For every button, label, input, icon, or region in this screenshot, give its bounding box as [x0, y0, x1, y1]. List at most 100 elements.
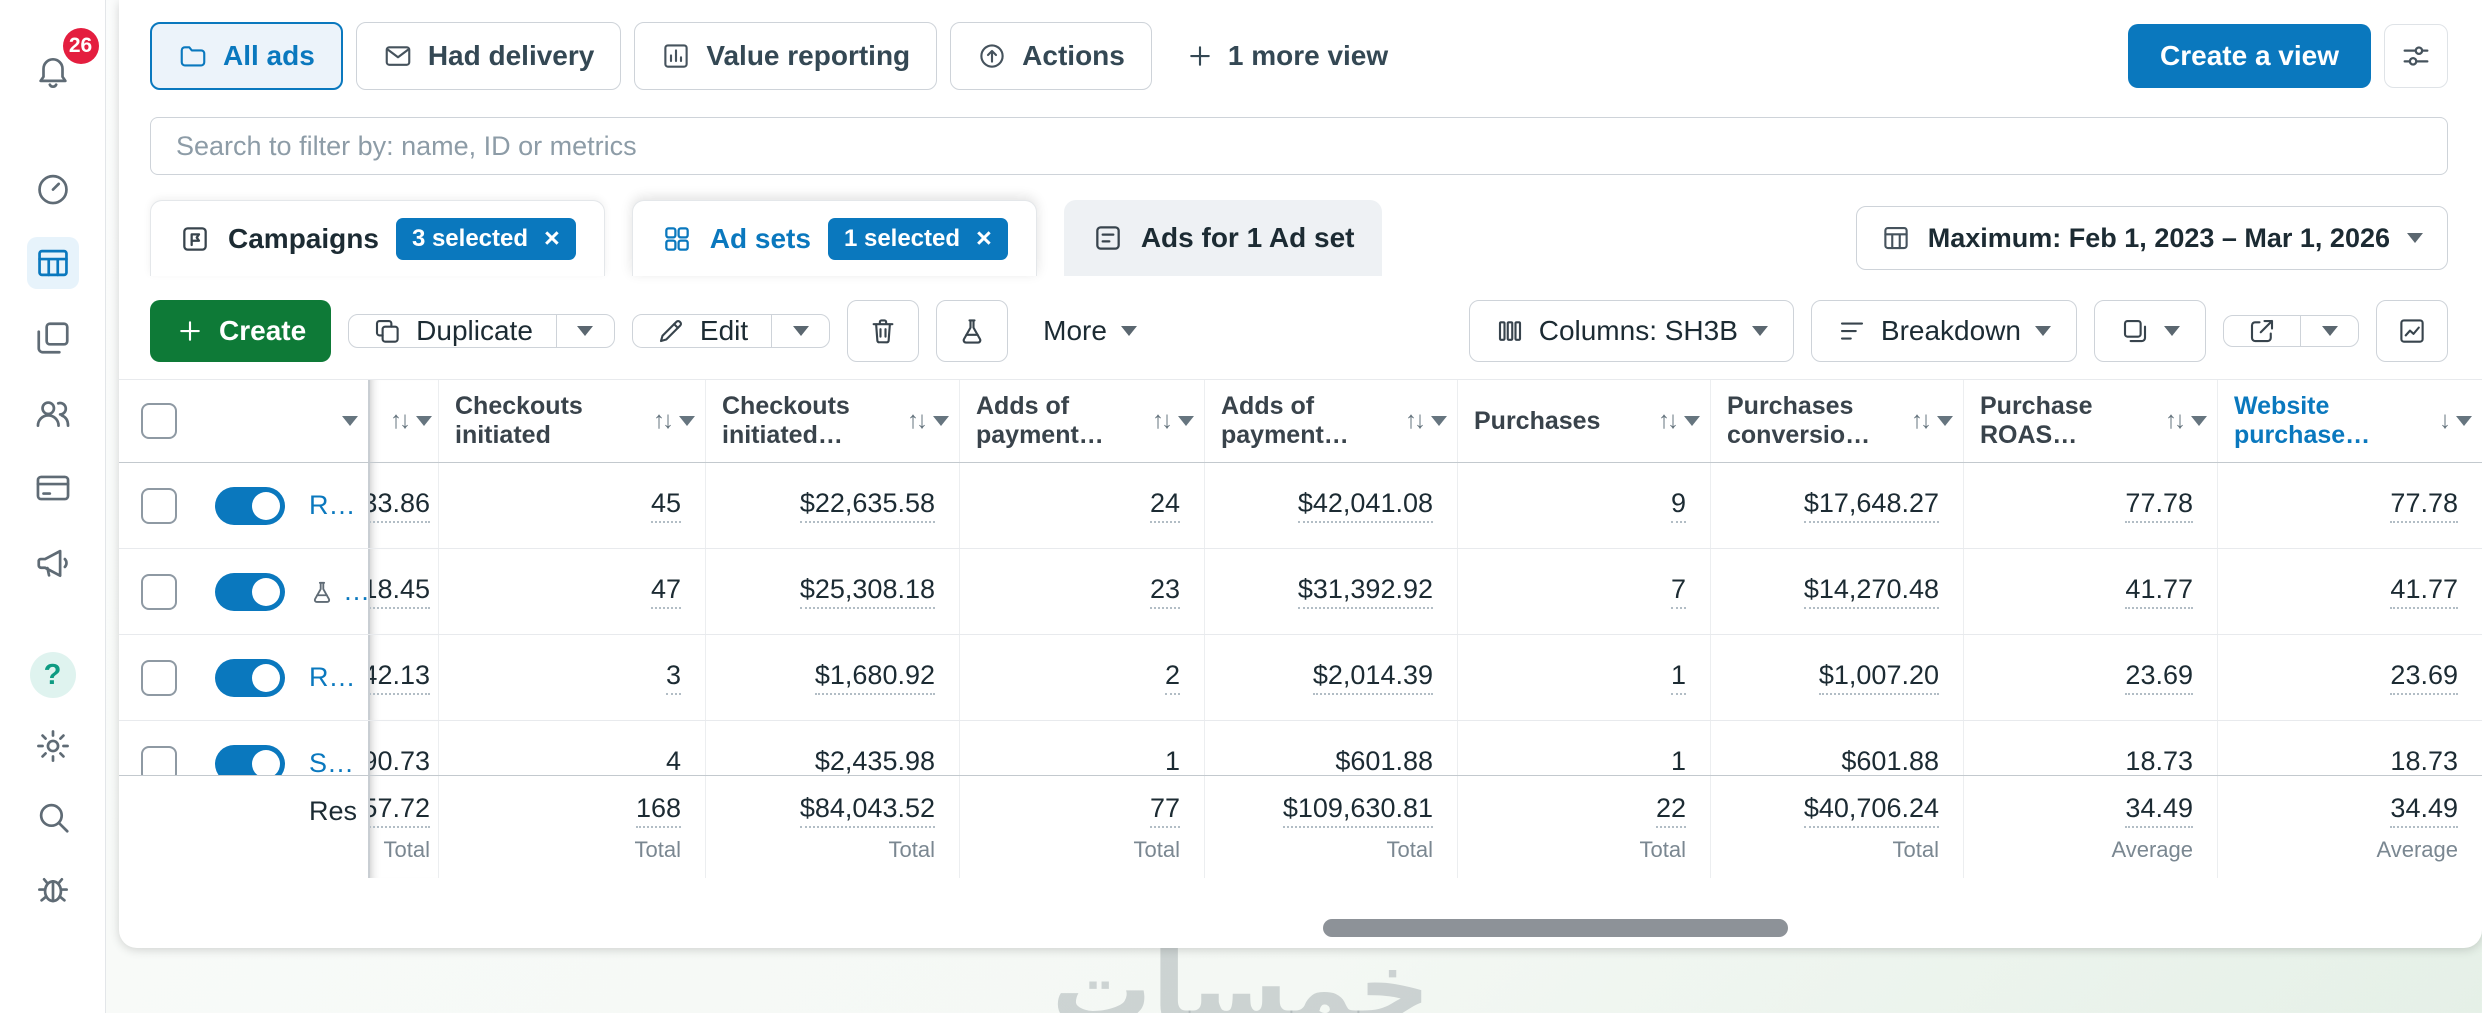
row-checkbox[interactable]	[141, 573, 177, 610]
cell-value[interactable]: 42.13	[370, 660, 430, 695]
cell-value[interactable]: 33.86	[370, 488, 430, 523]
header-clipped-metric[interactable]: ↑↓	[368, 380, 438, 462]
cell-value[interactable]: 18.45	[370, 574, 430, 609]
breakdown-button[interactable]: Breakdown	[1810, 300, 2077, 362]
total-value[interactable]: 34.49	[2390, 793, 2458, 828]
sidebar-item-search[interactable]	[27, 791, 79, 843]
sidebar-item-pages[interactable]	[27, 312, 79, 364]
cell-value[interactable]: $25,308.18	[799, 574, 935, 609]
cell-value[interactable]: 23	[1149, 574, 1180, 609]
ad-set-name-link[interactable]: R…	[309, 490, 356, 520]
search-filter-input[interactable]	[150, 117, 2448, 175]
header-adds-of-payment[interactable]: Adds of payment… ↑↓	[959, 380, 1204, 462]
cell-value[interactable]: 24	[1149, 488, 1180, 523]
cell-value[interactable]: 1	[1670, 660, 1686, 695]
sidebar-item-overview[interactable]	[27, 162, 79, 214]
total-value[interactable]: $109,630.81	[1282, 793, 1433, 828]
view-tab-all-ads[interactable]: All ads	[150, 22, 343, 90]
ad-set-status-toggle[interactable]	[215, 486, 285, 525]
sidebar-item-help[interactable]: ?	[27, 649, 79, 701]
total-value[interactable]: 34.49	[2125, 793, 2193, 828]
sidebar-item-audiences[interactable]	[27, 387, 79, 439]
notifications-button[interactable]: 26	[27, 28, 99, 98]
view-charts-button[interactable]	[2376, 300, 2448, 362]
delete-button[interactable]	[847, 300, 920, 362]
header-purchases[interactable]: Purchases ↑↓	[1457, 380, 1710, 462]
cell-value[interactable]: 7	[1670, 574, 1686, 609]
tab-campaigns[interactable]: Campaigns 3 selected ×	[150, 200, 605, 276]
cell-value[interactable]: 23.69	[2125, 660, 2193, 695]
clear-ad-sets-selection-icon[interactable]: ×	[976, 223, 992, 253]
reports-button[interactable]	[2094, 300, 2206, 362]
total-value[interactable]: 22	[1655, 793, 1686, 828]
cell-value[interactable]: $22,635.58	[799, 488, 935, 523]
total-value[interactable]: 77	[1149, 793, 1180, 828]
cell-value[interactable]: 77.78	[2125, 488, 2193, 523]
ad-set-name-link[interactable]: R…	[309, 662, 356, 692]
cell-value[interactable]: 41.77	[2125, 574, 2193, 609]
cell-value[interactable]: 77.78	[2390, 488, 2458, 523]
cell-value[interactable]: $14,270.48	[1803, 574, 1939, 609]
create-a-view-button[interactable]: Create a view	[2128, 24, 2371, 88]
export-button[interactable]	[2224, 316, 2300, 346]
view-tab-had-delivery[interactable]: Had delivery	[355, 22, 622, 90]
cell-value[interactable]: 9	[1670, 488, 1686, 523]
total-value[interactable]: $84,043.52	[799, 793, 935, 828]
ab-test-button[interactable]	[936, 300, 1009, 362]
horizontal-scrollbar-thumb[interactable]	[1323, 919, 1788, 937]
ad-set-name-link[interactable]: S…	[309, 748, 355, 778]
cell-value[interactable]: 47	[650, 574, 681, 609]
view-tab-actions[interactable]: Actions	[950, 22, 1152, 90]
cell-value[interactable]: $1,007.20	[1818, 660, 1939, 695]
edit-dropdown-button[interactable]	[771, 315, 829, 347]
export-dropdown-button[interactable]	[2300, 316, 2358, 346]
date-range-picker[interactable]: Maximum: Feb 1, 2023 – Mar 1, 2026	[1855, 206, 2448, 270]
cell-value[interactable]: $1,680.92	[814, 660, 935, 695]
row-checkbox[interactable]	[141, 659, 177, 696]
cell-value[interactable]: 90.73	[370, 746, 430, 781]
header-purchase-roas[interactable]: Purchase ROAS… ↑↓	[1963, 380, 2217, 462]
cell-value[interactable]: $2,435.98	[814, 746, 935, 781]
tab-ads[interactable]: Ads for 1 Ad set	[1063, 200, 1383, 276]
header-purchases-conversion[interactable]: Purchases conversio… ↑↓	[1710, 380, 1963, 462]
total-value[interactable]: 168	[635, 793, 681, 828]
cell-value[interactable]: 23.69	[2390, 660, 2458, 695]
header-name-cell[interactable]	[299, 380, 368, 462]
more-button[interactable]: More	[1025, 300, 1155, 362]
ad-set-status-toggle[interactable]	[215, 572, 285, 611]
sidebar-item-billing[interactable]	[27, 462, 79, 514]
row-checkbox[interactable]	[141, 487, 177, 524]
header-checkouts-initiated[interactable]: Checkouts initiated ↑↓	[438, 380, 705, 462]
view-settings-button[interactable]	[2384, 24, 2448, 88]
cell-value[interactable]: 2	[1164, 660, 1180, 695]
create-button[interactable]: Create	[150, 300, 332, 362]
cell-value[interactable]: 3	[665, 660, 681, 695]
sidebar-item-campaigns[interactable]	[26, 237, 79, 289]
cell-value[interactable]: $601.88	[1335, 746, 1433, 781]
sidebar-item-report-bug[interactable]	[27, 862, 79, 914]
ad-set-status-toggle[interactable]	[215, 658, 285, 697]
header-adds-of-payment-value[interactable]: Adds of payment… ↑↓	[1204, 380, 1457, 462]
total-value[interactable]: 57.72	[370, 793, 430, 828]
duplicate-dropdown-button[interactable]	[555, 315, 614, 347]
cell-value[interactable]: 41.77	[2390, 574, 2458, 609]
ad-set-name-link[interactable]: …	[299, 576, 368, 607]
cell-value[interactable]: $42,041.08	[1297, 488, 1433, 523]
cell-value[interactable]: $17,648.27	[1803, 488, 1939, 523]
total-value[interactable]: $40,706.24	[1803, 793, 1939, 828]
cell-value[interactable]: $2,014.39	[1312, 660, 1433, 695]
cell-value[interactable]: $31,392.92	[1297, 574, 1433, 609]
columns-button[interactable]: Columns: SH3B	[1468, 300, 1794, 362]
cell-value[interactable]: 45	[650, 488, 681, 523]
select-all-checkbox[interactable]	[141, 403, 177, 439]
tab-ad-sets[interactable]: Ad sets 1 selected ×	[631, 200, 1037, 276]
header-website-purchase[interactable]: Website purchase… ↓	[2217, 380, 2482, 462]
clear-campaigns-selection-icon[interactable]: ×	[544, 223, 560, 253]
view-tab-value-reporting[interactable]: Value reporting	[634, 22, 938, 90]
sidebar-item-promote[interactable]	[27, 537, 79, 589]
more-views-button[interactable]: 1 more view	[1165, 22, 1408, 90]
duplicate-button[interactable]: Duplicate	[349, 315, 556, 347]
header-checkouts-initiated-value[interactable]: Checkouts initiated… ↑↓	[705, 380, 959, 462]
edit-button[interactable]: Edit	[633, 315, 771, 347]
sidebar-item-settings[interactable]	[27, 720, 79, 772]
